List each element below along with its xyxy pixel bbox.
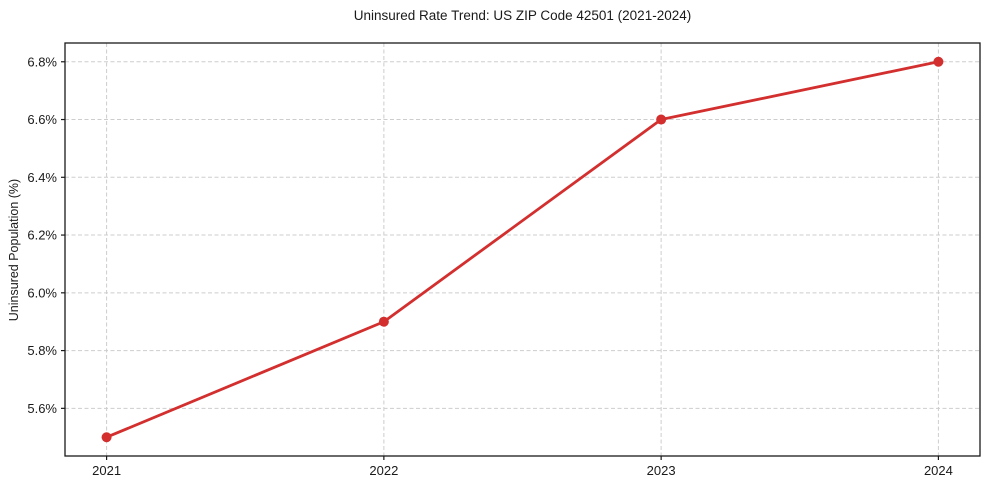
x-tick-label: 2021 (92, 463, 121, 478)
chart-title: Uninsured Rate Trend: US ZIP Code 42501 … (353, 8, 692, 23)
y-tick-label: 6.2% (27, 228, 57, 243)
x-tick-label: 2022 (369, 463, 398, 478)
data-point (378, 316, 389, 327)
x-tick-label: 2023 (647, 463, 676, 478)
trend-line (105, 60, 940, 439)
y-tick-label: 5.8% (27, 343, 57, 358)
y-tick-label: 5.6% (27, 401, 57, 416)
data-point (101, 432, 112, 443)
plot-border (64, 42, 981, 457)
y-tick-label: 6.0% (27, 285, 57, 300)
data-point (656, 114, 667, 125)
y-tick-label: 6.4% (27, 170, 57, 185)
data-point (933, 56, 944, 67)
x-tick-label: 2024 (924, 463, 953, 478)
y-tick-label: 6.8% (27, 54, 57, 69)
y-tick-label: 6.6% (27, 112, 57, 127)
